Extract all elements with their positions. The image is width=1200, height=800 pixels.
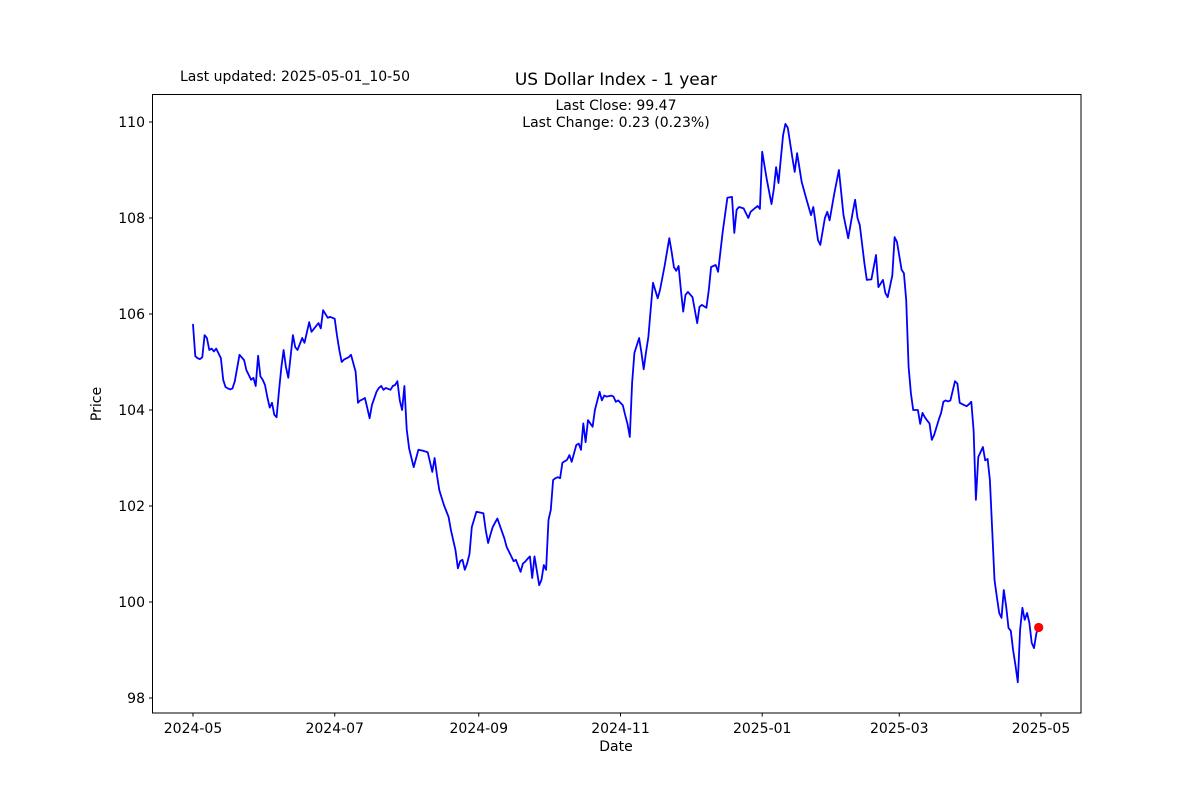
y-tick-label: 110 [118,115,145,131]
last-updated-annotation: Last updated: 2025-05-01_10-50 [180,69,411,85]
y-tick-label: 108 [118,211,145,227]
last-close-annotation: Last Close: 99.47 [555,98,677,114]
y-tick-label: 104 [118,403,145,419]
y-tick-label: 106 [118,307,145,323]
x-tick-label: 2024-05 [164,721,223,737]
x-tick-label: 2025-01 [733,721,792,737]
plot-border [152,94,1082,714]
x-tick-label: 2025-05 [1012,721,1071,737]
x-tick-label: 2024-11 [591,721,650,737]
last-price-marker [1034,622,1044,633]
x-axis-label: Date [599,739,633,755]
y-tick-label: 100 [118,595,145,611]
last-change-annotation: Last Change: 0.23 (0.23%) [522,115,710,131]
price-line [192,123,1040,684]
chart-title: US Dollar Index - 1 year [514,70,718,90]
x-tick-label: 2024-09 [450,721,509,737]
y-tick-label: 102 [118,499,145,515]
y-tick-label: 98 [127,691,145,707]
x-tick-label: 2024-07 [305,721,364,737]
x-tick-label: 2025-03 [870,721,929,737]
